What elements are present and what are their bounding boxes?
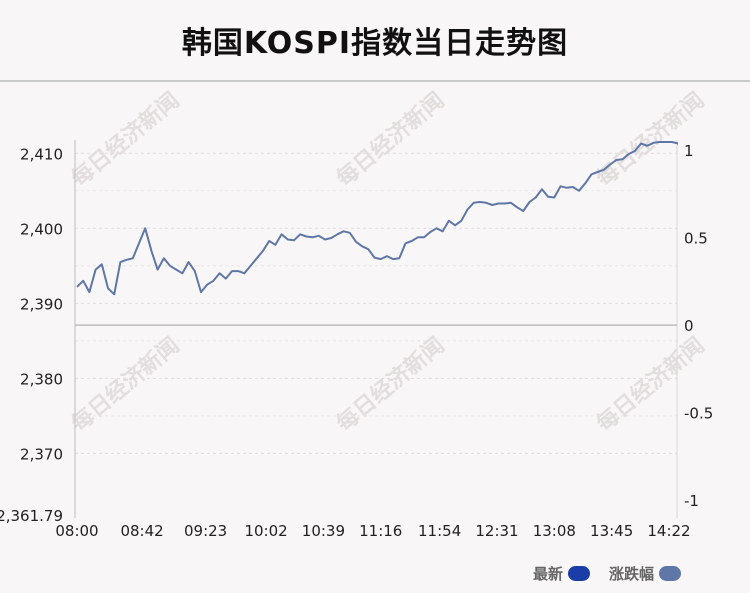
y-tick-label: 2,390	[20, 295, 63, 313]
legend-label-change: 涨跌幅	[609, 565, 655, 583]
y-axis-right-labels: 1 0.5 0 -0.5 -1	[684, 142, 713, 510]
chart-title: 韩国KOSPI指数当日走势图	[181, 26, 569, 61]
y-min-label: 2,361.79	[0, 507, 63, 525]
grid-lines	[75, 152, 677, 454]
y-tick-label: 2,410	[20, 145, 63, 163]
x-tick-label: 11:16	[359, 522, 402, 540]
series-line-latest	[76, 141, 678, 296]
y-axis-left-labels: 2,410 2,400 2,390 2,380 2,370 2,361.79	[0, 145, 63, 525]
x-tick-label: 14:22	[647, 522, 690, 540]
x-tick-label: 12:31	[475, 522, 518, 540]
watermark-text: 每日经济新闻	[332, 332, 450, 437]
legend-item-change[interactable]: 涨跌幅	[609, 563, 682, 584]
y-right-tick-label: 0.5	[684, 230, 708, 248]
title-divider	[0, 80, 750, 82]
y-right-tick-label: 1	[684, 142, 694, 160]
y-tick-label: 2,400	[20, 220, 63, 238]
x-tick-label: 11:54	[418, 522, 461, 540]
watermark-text: 每日经济新闻	[592, 87, 710, 192]
legend-label-latest: 最新	[533, 565, 564, 583]
x-tick-label: 08:00	[55, 522, 98, 540]
y-right-tick-label: -1	[684, 492, 699, 510]
watermark-text: 每日经济新闻	[67, 87, 185, 192]
x-tick-label: 08:42	[120, 522, 163, 540]
x-tick-label: 10:02	[244, 522, 287, 540]
x-tick-label: 13:08	[533, 522, 576, 540]
x-axis-labels: 08:00 08:42 09:23 10:02 10:39 11:16 11:54 12:31…	[55, 522, 690, 540]
y-tick-label: 2,370	[20, 445, 63, 463]
watermark-text: 每日经济新闻	[332, 87, 450, 192]
legend-swatch-latest	[568, 566, 591, 581]
legend-item-latest[interactable]: 最新	[533, 563, 591, 584]
x-tick-label: 09:23	[184, 522, 227, 540]
legend-swatch-change	[659, 566, 682, 581]
watermark-text: 每日经济新闻	[67, 332, 185, 437]
x-tick-label: 13:45	[590, 522, 633, 540]
y-tick-label: 2,380	[20, 370, 63, 388]
x-tick-label: 10:39	[302, 522, 345, 540]
y-right-tick-label: 0	[684, 317, 694, 335]
y-right-tick-label: -0.5	[684, 405, 713, 423]
